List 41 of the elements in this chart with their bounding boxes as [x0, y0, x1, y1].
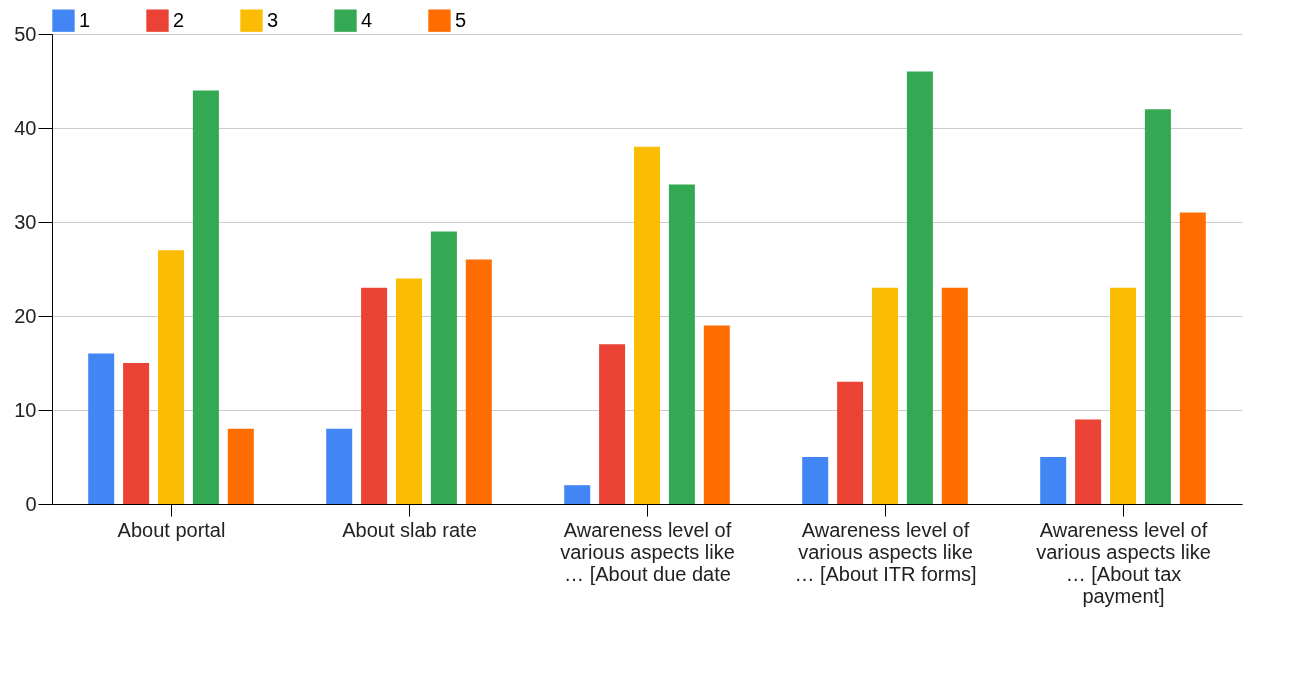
bar [1075, 419, 1102, 504]
bar [668, 184, 695, 504]
bar [88, 353, 115, 504]
bar [703, 325, 730, 504]
y-tick-label: 10 [14, 398, 37, 421]
x-tick-label: About slab rate [342, 518, 477, 541]
y-tick-label: 0 [25, 492, 37, 515]
legend-label: 1 [79, 8, 91, 31]
bar [837, 381, 864, 504]
bar [634, 146, 660, 504]
bar [906, 71, 933, 504]
bar [564, 485, 591, 504]
bar [465, 259, 492, 504]
bar [1179, 212, 1206, 504]
y-tick-label: 20 [14, 304, 37, 327]
bar [326, 428, 353, 504]
bar [599, 344, 626, 504]
x-tick-label: About portal [117, 518, 226, 541]
x-tick-label: Awareness level of various aspects like … [About ITR forms] [794, 518, 977, 585]
x-tick-label: Awareness level of various aspects like … [About tax payment] [1036, 518, 1211, 607]
bar [227, 428, 254, 504]
bar [1144, 109, 1171, 504]
y-tick-label: 50 [14, 22, 37, 45]
legend-label: 5 [455, 8, 467, 31]
bar [123, 363, 150, 504]
bar [802, 457, 829, 504]
bar [396, 278, 422, 504]
bar [1040, 457, 1067, 504]
legend-label: 2 [173, 8, 185, 31]
bar [361, 287, 388, 504]
bar [158, 250, 184, 504]
legend-label: 4 [361, 8, 373, 31]
bar [192, 90, 219, 504]
y-tick-label: 40 [14, 116, 37, 139]
bar [872, 287, 898, 504]
y-tick-label: 30 [14, 210, 37, 233]
x-tick-label: Awareness level of various aspects like … [About due date [560, 518, 735, 585]
bar [430, 231, 457, 504]
bar [1110, 287, 1136, 504]
legend-label: 3 [267, 8, 279, 31]
bar [941, 287, 968, 504]
